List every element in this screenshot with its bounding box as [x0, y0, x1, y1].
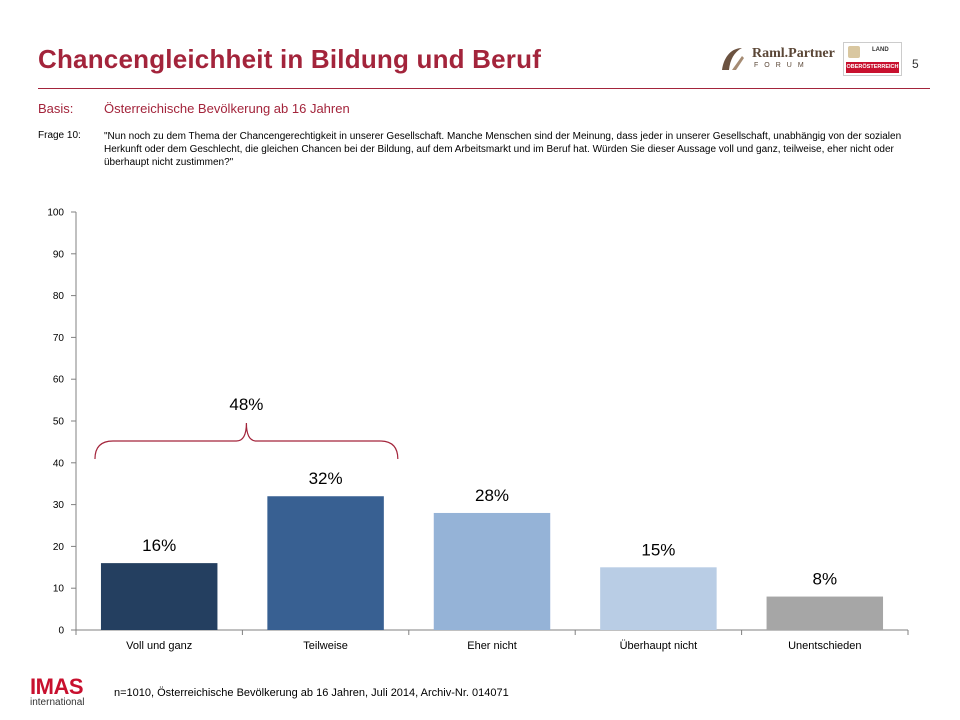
y-tick-label: 20: [53, 542, 65, 553]
data-label: 8%: [813, 570, 838, 589]
oberoesterreich-label: OBERÖSTERREICH: [846, 62, 899, 73]
bracket-annotation: [94, 422, 399, 460]
x-tick-label: Voll und ganz: [126, 640, 192, 652]
y-tick-label: 80: [53, 291, 65, 302]
bar: [766, 596, 884, 630]
imas-logo: IMAS international: [30, 676, 84, 708]
bar-chart: 0 10 20 30 40 50 60 70 80 90 100 16% Voll und ganz 32…: [47, 208, 909, 652]
footer-note: n=1010, Österreichische Bevölkerung ab 1…: [114, 687, 509, 699]
header-rule: [38, 88, 930, 89]
bar: [267, 496, 384, 630]
basis-text: Österreichische Bevölkerung ab 16 Jahren: [104, 101, 350, 116]
data-label: 32%: [309, 469, 343, 488]
data-label: 15%: [641, 540, 675, 559]
raml-partner-mark-icon: [722, 48, 744, 70]
x-tick-label: Teilweise: [303, 640, 348, 652]
imas-logo-text: IMAS: [30, 674, 84, 699]
x-tick-label: Eher nicht: [467, 640, 517, 652]
y-tick-label: 0: [58, 626, 64, 637]
frage-text: "Nun noch zu dem Thema der Chancengerech…: [104, 131, 902, 168]
y-tick-label: 60: [53, 375, 65, 386]
imas-logo-sub: international: [30, 697, 85, 708]
raml-partner-sub: FORUM: [754, 62, 810, 69]
bar: [600, 567, 717, 630]
y-tick-label: 10: [53, 584, 65, 595]
y-tick-label: 70: [53, 333, 65, 344]
page-number: 5: [912, 57, 919, 71]
frage-label: Frage 10:: [38, 130, 81, 141]
land-label: LAND: [872, 47, 889, 53]
y-tick-label: 30: [53, 500, 65, 511]
raml-partner-logo: Raml.Partner FORUM: [718, 44, 838, 74]
data-label: 28%: [475, 486, 509, 505]
y-tick-label: 90: [53, 249, 65, 260]
raml-partner-name: Raml.Partner: [752, 46, 835, 61]
bar: [433, 512, 551, 630]
x-tick-label: Überhaupt nicht: [620, 640, 698, 652]
data-label: 16%: [142, 536, 176, 555]
y-tick-label: 40: [53, 458, 65, 469]
basis-label: Basis:: [38, 101, 74, 116]
bar: [100, 563, 218, 630]
land-oberoesterreich-logo: LAND OBERÖSTERREICH: [843, 42, 902, 76]
y-tick-label: 50: [53, 417, 65, 428]
x-tick-label: Unentschieden: [788, 640, 861, 652]
page-title: Chancengleichheit in Bildung und Beruf: [38, 44, 542, 74]
bracket-annotation-label: 48%: [229, 395, 263, 414]
y-tick-label: 100: [47, 208, 64, 219]
crest-icon: [848, 46, 860, 58]
